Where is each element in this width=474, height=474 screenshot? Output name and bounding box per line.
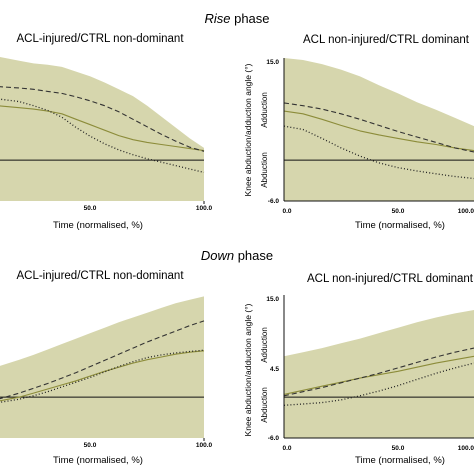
y-tick-label: 15.0 xyxy=(266,296,279,303)
rise-phase-title: Rise phase xyxy=(204,11,269,26)
chart-panel-3: ACL-injured/CTRL non-dominant Time (norma… xyxy=(0,270,213,466)
x-tick-label: 100.0 xyxy=(196,442,213,449)
series-line-dashed xyxy=(0,86,205,152)
x-tick-label: 100.0 xyxy=(458,445,474,452)
abduction-label: Abduction xyxy=(260,387,269,423)
x-tick-label: 50.0 xyxy=(392,208,405,215)
series-line-dashed xyxy=(0,320,205,400)
series-line-dotted xyxy=(0,349,205,403)
y-tick-label: -6.0 xyxy=(268,435,280,442)
y-axis-title: Knee abduction/adduction angle (°) xyxy=(243,303,253,436)
series-line-dashed xyxy=(283,102,474,153)
x-tick-label: 100.0 xyxy=(458,208,474,215)
series-line-solid xyxy=(0,105,205,152)
y-axis-title: Knee abduction/adduction angle (°) xyxy=(243,63,253,196)
variability-band xyxy=(284,58,474,201)
panels: ACL-injured/CTRL non-dominant Time (norma… xyxy=(0,33,474,466)
panel-title: ACL-injured/CTRL non-dominant xyxy=(16,270,184,282)
adduction-label: Adduction xyxy=(260,327,269,363)
series-line-solid xyxy=(283,110,474,152)
down-phase-title: Down phase xyxy=(201,248,273,263)
series-line-solid xyxy=(283,355,474,395)
y-tick-label: -6.0 xyxy=(268,198,280,205)
x-tick-label: 50.0 xyxy=(392,445,405,452)
series-line-dashed xyxy=(283,347,474,397)
chart-panel-4: ACL non-injured/CTRL dominant Time (norma… xyxy=(243,273,474,466)
x-tick-label: 50.0 xyxy=(84,205,97,212)
panel-title: ACL non-injured/CTRL dominant xyxy=(303,34,470,46)
series-line-dotted xyxy=(283,125,474,180)
x-tick-label: 100.0 xyxy=(196,205,213,212)
x-tick-label: 50.0 xyxy=(84,442,97,449)
x-axis-title: Time (normalised, %) xyxy=(355,220,445,231)
panel-title: ACL-injured/CTRL non-dominant xyxy=(16,33,184,45)
panel-title: ACL non-injured/CTRL dominant xyxy=(307,273,474,285)
variability-band xyxy=(284,310,474,438)
variability-band xyxy=(0,296,204,438)
chart-panel-1: ACL-injured/CTRL non-dominant Time (norma… xyxy=(0,33,213,231)
x-tick-label: 0.0 xyxy=(282,445,291,452)
x-axis-title: Time (normalised, %) xyxy=(53,455,143,466)
x-axis-title: Time (normalised, %) xyxy=(53,220,143,231)
y-tick-label: 15.0 xyxy=(266,59,279,66)
abduction-label: Abduction xyxy=(260,152,269,188)
adduction-label: Adduction xyxy=(260,92,269,128)
x-tick-label: 0.0 xyxy=(282,208,291,215)
series-line-solid xyxy=(0,350,205,402)
y-tick-label: 4.5 xyxy=(270,366,279,373)
series-line-dotted xyxy=(283,362,474,406)
x-axis-title: Time (normalised, %) xyxy=(355,455,445,466)
chart-panel-2: ACL non-injured/CTRL dominant Time (norma… xyxy=(243,34,474,231)
